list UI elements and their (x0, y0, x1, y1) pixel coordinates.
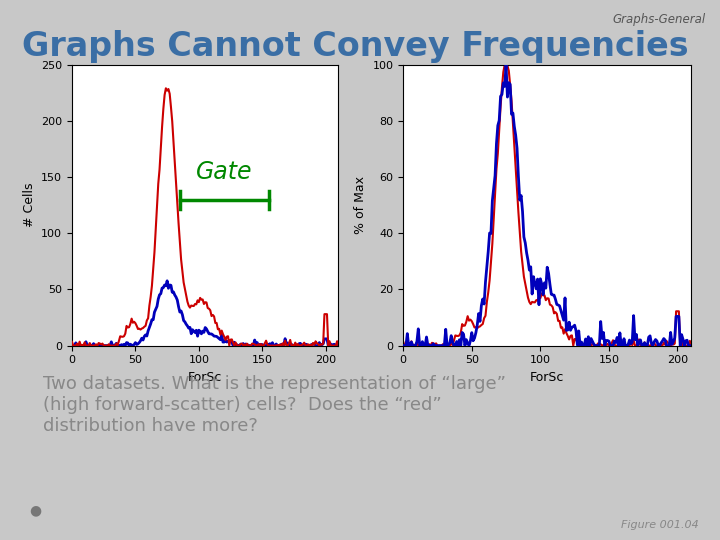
Y-axis label: # Cells: # Cells (22, 183, 35, 227)
Text: Two datasets. What is the representation of “large”
(high forward-scatter) cells: Two datasets. What is the representation… (43, 375, 506, 435)
X-axis label: ForSc: ForSc (188, 371, 222, 384)
Text: Graphs Cannot Convey Frequencies: Graphs Cannot Convey Frequencies (22, 30, 688, 63)
Text: Figure 001.04: Figure 001.04 (621, 520, 698, 530)
Text: Graphs-General: Graphs-General (613, 14, 706, 26)
X-axis label: ForSc: ForSc (530, 371, 564, 384)
Text: Gate: Gate (196, 160, 253, 184)
Y-axis label: % of Max: % of Max (354, 176, 367, 234)
Text: ●: ● (29, 503, 41, 517)
